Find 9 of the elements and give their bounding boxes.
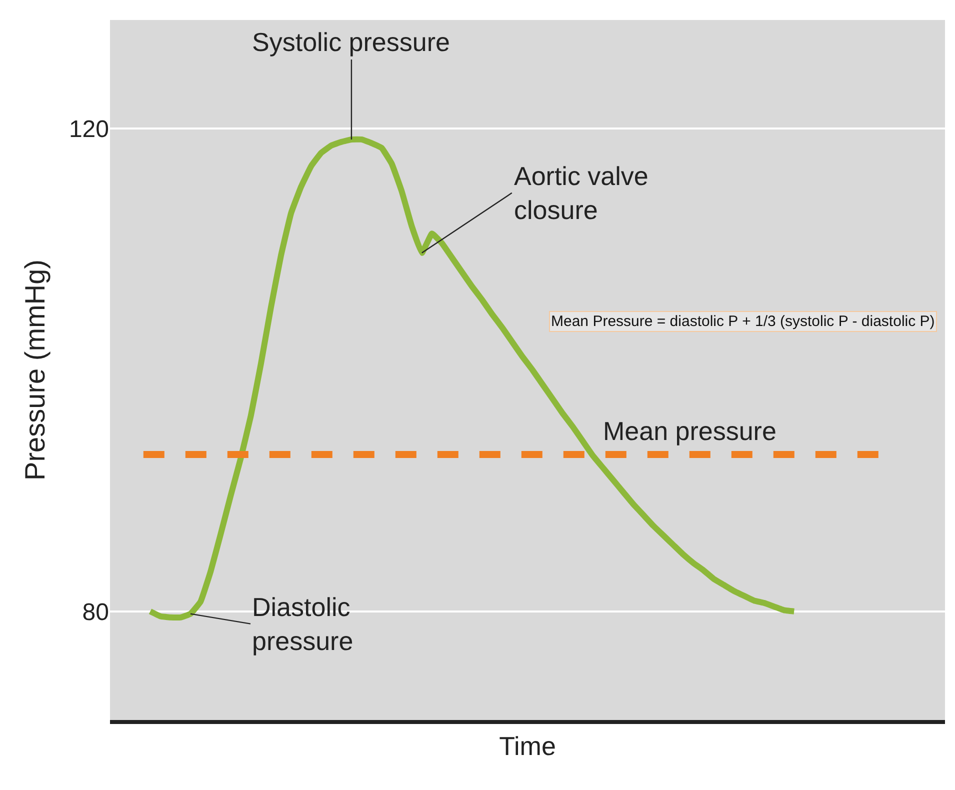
y-axis-title: Pressure (mmHg) <box>20 260 51 480</box>
ref-line-label: Mean pressure <box>603 416 776 446</box>
x-axis-title: Time <box>499 731 556 762</box>
annotation: Systolic pressure <box>252 27 450 57</box>
annotation: Diastolic pressure <box>252 592 354 656</box>
y-tick-label: 80 <box>82 598 109 626</box>
annotation: Aortic valve closure <box>514 161 648 225</box>
y-tick-label: 120 <box>68 116 109 144</box>
annotation: Mean Pressure = diastolic P + 1/3 (systolic P - diastolic P) <box>551 313 935 330</box>
